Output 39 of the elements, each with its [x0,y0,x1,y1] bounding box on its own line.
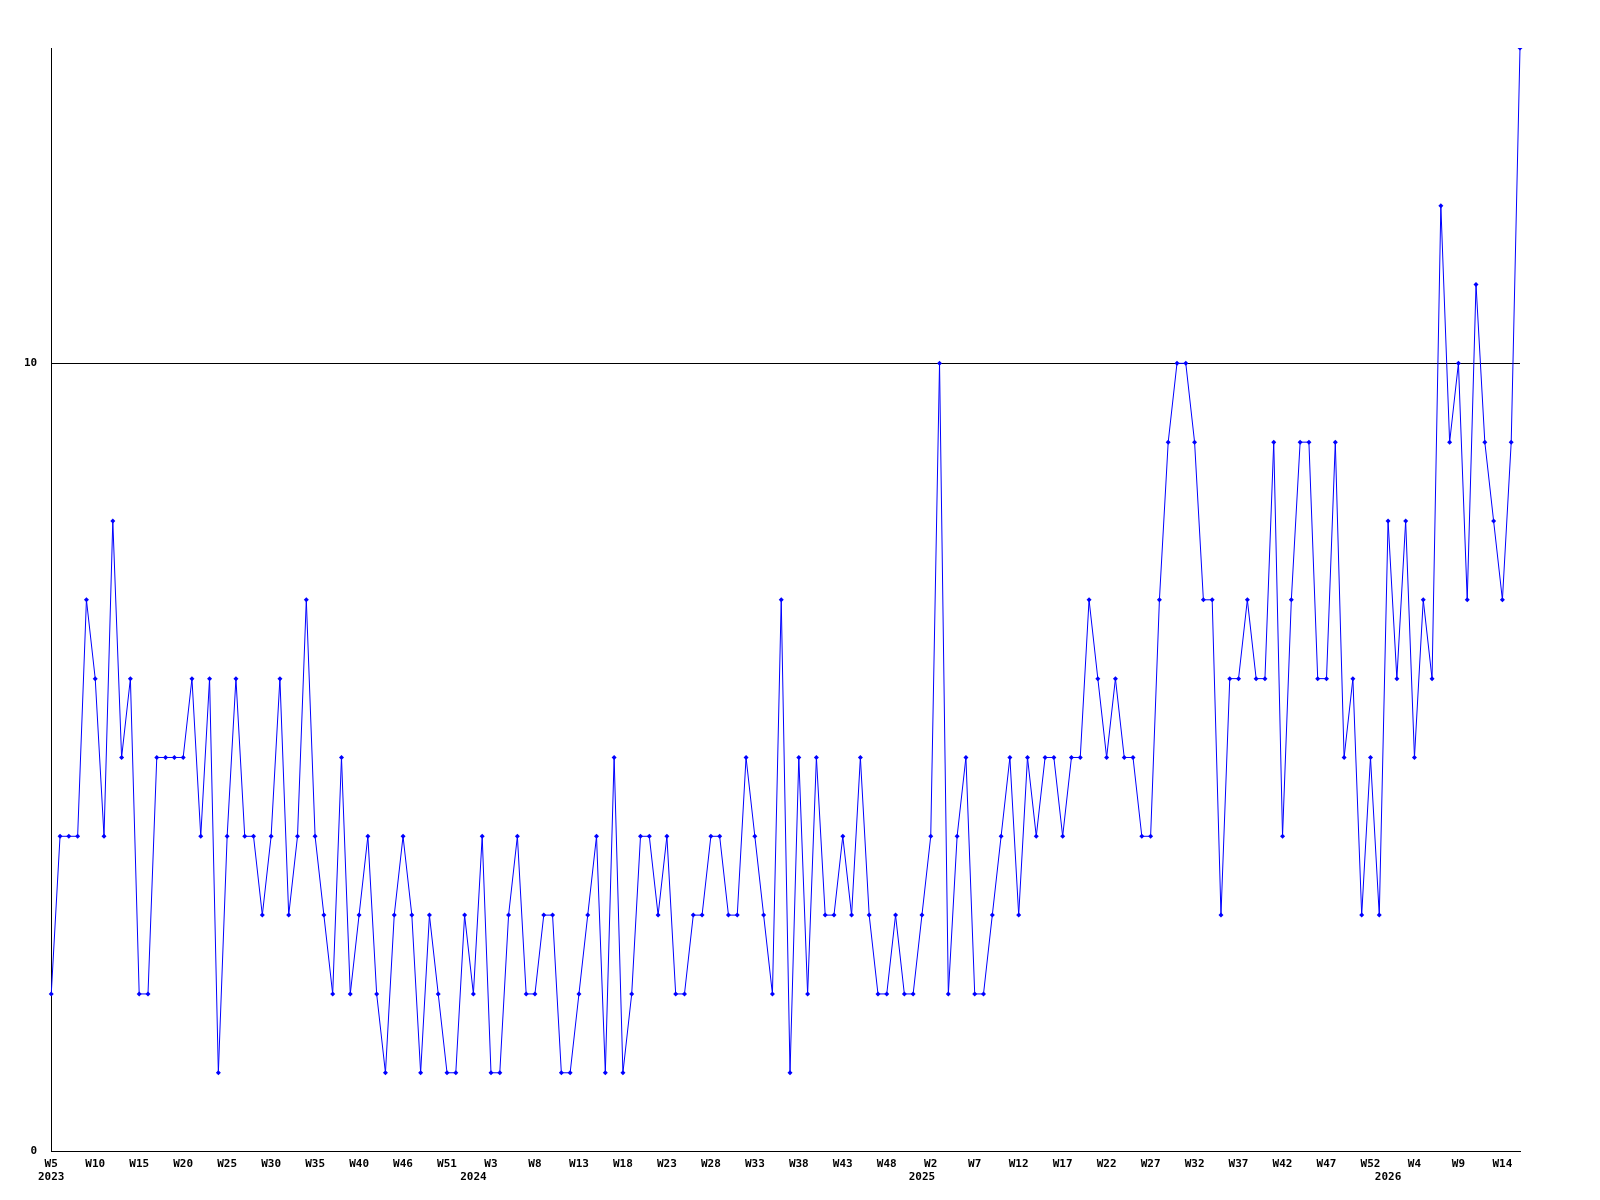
x-tick-label: W40 [349,1157,370,1171]
x-tick-label: W37 [1228,1157,1249,1171]
x-tick-label: W20 [173,1157,194,1171]
x-tick-label: W13 [569,1157,589,1171]
x-tick-label: W9 [1451,1157,1466,1171]
x-tick-label: W18 [612,1157,633,1171]
x-tick-label: W42 [1272,1157,1293,1171]
x-tick-label: W8 [528,1157,542,1171]
x-tick-label: 2024 [460,1170,488,1184]
x-tick-label: W5 2023 [38,1157,65,1184]
x-tick-label: W46 [393,1157,414,1171]
x-tick-label: W17 [1052,1157,1073,1171]
y-tick-label: 0 [30,1144,38,1158]
x-tick-label: W27 [1140,1157,1161,1171]
x-tick-label: W48 [876,1157,897,1171]
x-tick-label: W52 [1360,1157,1381,1171]
x-tick-label: W12 [1008,1157,1029,1171]
x-tick-label: W4 [1407,1157,1422,1171]
y-tick-label: 10 [24,356,38,370]
x-tick-label: W14 [1492,1157,1513,1171]
x-tick-label: W51 [437,1157,458,1171]
x-tick-label: W33 [744,1157,765,1171]
x-tick-label: W23 [656,1157,677,1171]
x-tick-label: W32 [1184,1157,1205,1171]
x-tick-label: W7 [968,1157,982,1171]
x-tick-label: W25 [217,1157,238,1171]
x-tick-label: W30 [261,1157,282,1171]
x-tick-label: W47 [1316,1157,1337,1171]
x-tick-label: 2026 [1374,1170,1402,1184]
x-tick-label: W2 [924,1157,938,1171]
x-tick-label: W15 [129,1157,150,1171]
x-tick-label: W3 [484,1157,498,1171]
x-tick-label: W38 [788,1157,809,1171]
x-tick-label: W28 [700,1157,721,1171]
x-tick-label: W35 [305,1157,326,1171]
x-tick-label: W10 [85,1157,106,1171]
x-tick-label: W22 [1096,1157,1117,1171]
x-tick-label: 2025 [908,1170,936,1184]
x-tick-label: W43 [832,1157,853,1171]
